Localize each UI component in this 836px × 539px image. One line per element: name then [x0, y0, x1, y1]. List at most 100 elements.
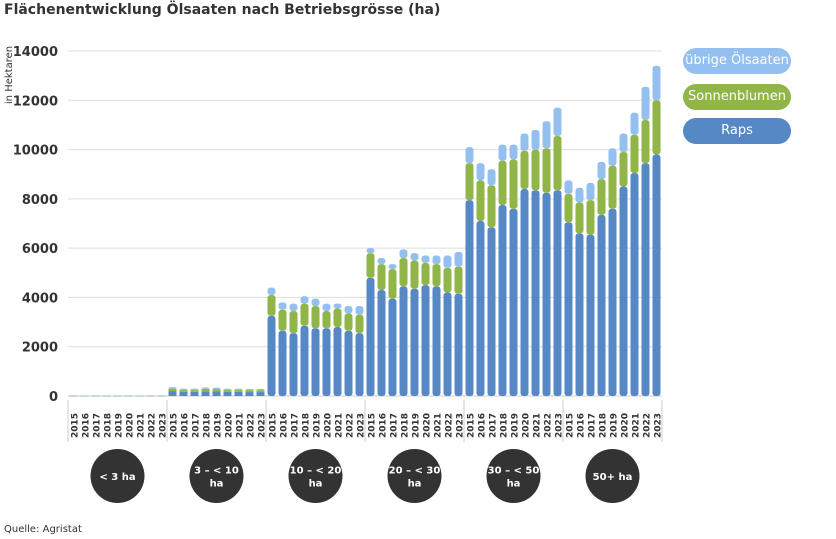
bar-raps-4-2019	[509, 208, 518, 396]
bar-brigelsaaten-3-2018	[399, 249, 408, 258]
bar-raps-1-2016	[179, 391, 188, 396]
bar-brigelsaaten-4-2023	[553, 107, 562, 137]
bar-raps-2-2015	[267, 315, 276, 396]
bar-brigelsaaten-5-2019	[608, 148, 617, 166]
bar-sonnenblumen-2-2018	[300, 303, 309, 326]
bar-brigelsaaten-3-2019	[410, 253, 419, 261]
bar-sonnenblumen-3-2022	[443, 267, 452, 293]
bar-brigelsaaten-5-2016	[575, 187, 584, 203]
x-tick-label: 2016	[82, 413, 92, 438]
x-tick-label: 2022	[445, 413, 455, 438]
x-tick-label: 2016	[181, 413, 191, 438]
bar-raps-1-2015	[168, 391, 177, 396]
x-tick-label: 2018	[401, 413, 411, 438]
x-tick-label: 2018	[599, 413, 609, 438]
group-badge	[486, 449, 541, 503]
x-tick-label: 2022	[247, 413, 257, 438]
bar-brigelsaaten-2-2016	[278, 302, 287, 310]
group-label: ha	[408, 479, 422, 490]
bar-raps-2-2018	[300, 325, 309, 396]
x-tick-label: 2022	[148, 413, 158, 438]
bar-sonnenblumen-4-2022	[542, 148, 551, 193]
bar-sonnenblumen-2-2020	[322, 310, 331, 329]
bar-sonnenblumen-4-2017	[487, 185, 496, 228]
x-tick-label: 2019	[115, 413, 125, 438]
x-tick-label: 2022	[544, 413, 554, 438]
x-tick-label: 2015	[71, 413, 81, 438]
x-tick-label: 2018	[104, 413, 114, 438]
bar-brigelsaaten-4-2022	[542, 121, 551, 149]
bar-raps-2-2022	[344, 330, 353, 396]
bar-brigelsaaten-0-2018	[102, 395, 111, 397]
bar-brigelsaaten-2-2023	[355, 306, 364, 315]
y-axis-label: in Hektaren	[4, 46, 15, 104]
bar-brigelsaaten-5-2021	[630, 112, 639, 135]
bar-brigelsaaten-4-2021	[531, 129, 540, 150]
y-tick-label: 12000	[13, 94, 58, 109]
x-tick-label: 2021	[533, 413, 543, 438]
bar-brigelsaaten-5-2017	[586, 182, 595, 201]
bar-sonnenblumen-1-2023	[256, 390, 265, 393]
bar-brigelsaaten-1-2019	[212, 387, 221, 390]
bar-brigelsaaten-2-2017	[289, 303, 298, 311]
y-tick-label: 10000	[13, 144, 58, 159]
bar-brigelsaaten-2-2021	[333, 303, 342, 309]
y-tick-label: 0	[49, 390, 58, 405]
x-tick-label: 2016	[577, 413, 587, 438]
bar-brigelsaaten-3-2021	[432, 255, 441, 265]
bar-sonnenblumen-3-2020	[421, 262, 430, 286]
bar-brigelsaaten-2-2020	[322, 303, 331, 311]
source-note: Quelle: Agristat	[4, 524, 82, 535]
group-label: 10 – < 20	[290, 466, 342, 477]
x-tick-label: 2018	[203, 413, 213, 438]
bar-sonnenblumen-1-2021	[234, 389, 243, 392]
bar-sonnenblumen-3-2018	[399, 258, 408, 287]
bar-brigelsaaten-1-2018	[201, 387, 210, 389]
bar-brigelsaaten-1-2020	[223, 388, 232, 390]
bar-sonnenblumen-2-2019	[311, 306, 320, 329]
x-tick-label: 2020	[522, 413, 532, 438]
bar-brigelsaaten-4-2020	[520, 133, 529, 151]
bar-brigelsaaten-1-2022	[245, 388, 254, 391]
bar-brigelsaaten-5-2015	[564, 180, 573, 194]
bar-brigelsaaten-0-2021	[135, 395, 144, 397]
bar-raps-5-2015	[564, 222, 573, 396]
x-tick-label: 2021	[632, 413, 642, 438]
bar-raps-2-2019	[311, 328, 320, 396]
x-tick-label: 2015	[170, 413, 180, 438]
bar-raps-4-2020	[520, 189, 529, 396]
y-tick-label: 14000	[13, 45, 58, 60]
bar-raps-5-2022	[641, 163, 650, 396]
bar-raps-4-2021	[531, 190, 540, 396]
bar-brigelsaaten-1-2017	[190, 388, 199, 390]
bar-brigelsaaten-0-2022	[146, 395, 155, 397]
bar-raps-2-2017	[289, 333, 298, 396]
bar-raps-5-2017	[586, 234, 595, 396]
bar-sonnenblumen-2-2015	[267, 294, 276, 316]
bar-brigelsaaten-4-2017	[487, 169, 496, 186]
x-tick-label: 2021	[236, 413, 246, 438]
group-badge	[288, 449, 343, 503]
bar-brigelsaaten-1-2021	[234, 388, 243, 390]
bar-sonnenblumen-5-2020	[619, 152, 628, 187]
bar-sonnenblumen-5-2015	[564, 193, 573, 223]
x-tick-label: 2020	[423, 413, 433, 438]
bar-sonnenblumen-4-2015	[465, 163, 474, 201]
x-tick-label: 2015	[467, 413, 477, 438]
bar-sonnenblumen-2-2016	[278, 309, 287, 331]
bar-sonnenblumen-5-2021	[630, 134, 639, 173]
x-tick-label: 2015	[269, 413, 279, 438]
bar-brigelsaaten-0-2019	[113, 395, 122, 397]
bar-sonnenblumen-3-2016	[377, 264, 386, 291]
legend-item-sonnenblumen: Sonnenblumen	[683, 84, 791, 110]
bar-brigelsaaten-5-2018	[597, 161, 606, 180]
bar-raps-5-2018	[597, 214, 606, 396]
bar-sonnenblumen-3-2023	[454, 266, 463, 294]
bar-brigelsaaten-3-2020	[421, 255, 430, 263]
bar-brigelsaaten-3-2022	[443, 255, 452, 268]
bar-raps-3-2015	[366, 277, 375, 396]
x-tick-label: 2017	[489, 413, 499, 438]
bar-sonnenblumen-1-2015	[168, 388, 177, 392]
y-tick-label: 6000	[22, 242, 58, 257]
